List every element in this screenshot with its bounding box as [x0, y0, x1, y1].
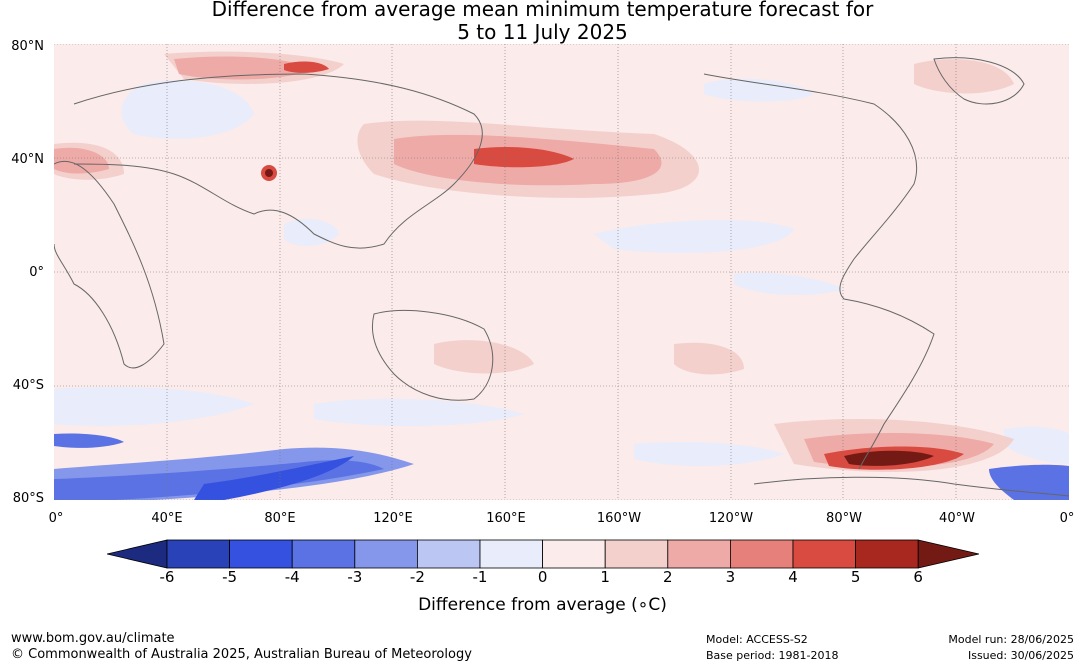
colorbar-tick-label: 6 [913, 568, 923, 586]
lat-label-80n: 80°N [11, 39, 44, 54]
footer-website: www.bom.gov.au/climate [11, 631, 175, 646]
map-title-line1: Difference from average mean minimum tem… [211, 0, 874, 21]
colorbar-tick-label: -1 [472, 568, 488, 586]
anomaly-blue-band [54, 433, 1069, 500]
colorbar-swatch [855, 539, 919, 569]
colorbar-tick-label: 0 [537, 568, 548, 586]
colorbar-tick-label: 2 [663, 568, 673, 586]
lat-label-80s: 80°S [12, 491, 44, 506]
footer-issued: Issued: 30/06/2025 [967, 649, 1074, 662]
lat-label-40s: 40°S [12, 378, 44, 393]
colorbar-swatch [229, 539, 293, 569]
lat-label-0: 0° [29, 265, 44, 280]
colorbar-tick-label: 1 [600, 568, 610, 586]
colorbar-tick-label: 3 [725, 568, 736, 586]
map-title-line2: 5 to 11 July 2025 [457, 20, 628, 44]
anomaly-map [54, 44, 1069, 500]
lon-label-160w: 160°W [596, 511, 642, 526]
colorbar-swatch [291, 539, 356, 569]
colorbar-swatch [730, 539, 794, 569]
footer-base-period: Base period: 1981-2018 [706, 649, 839, 662]
lon-label-160e: 160°E [486, 511, 526, 526]
colorbar-swatch [542, 539, 606, 569]
colorbar-tick-label: 4 [788, 568, 798, 586]
graticule [54, 44, 1069, 500]
colorbar-tick-label: -4 [284, 568, 300, 586]
footer-copyright: © Commonwealth of Australia 2025, Austra… [11, 647, 472, 662]
lon-label-0-east: 0° [1059, 511, 1075, 526]
lon-label-0-west: 0° [48, 511, 64, 526]
colorbar-tick-label: -2 [409, 568, 425, 586]
footer-model: Model: ACCESS-S2 [706, 633, 808, 646]
colorbar-swatch [667, 539, 731, 569]
lon-label-40e: 40°E [151, 511, 183, 526]
colorbar-swatch [416, 539, 481, 569]
colorbar-tick-label: -3 [347, 568, 363, 586]
lon-label-80e: 80°E [264, 511, 296, 526]
lon-label-40w: 40°W [939, 511, 975, 526]
colorbar-swatch [604, 539, 669, 569]
coastlines [54, 57, 1069, 497]
anomaly-light-blue [54, 78, 1069, 466]
colorbar-tick-label: -6 [159, 568, 175, 586]
lat-label-40n: 40°N [11, 152, 44, 167]
lon-label-80w: 80°W [826, 511, 862, 526]
colorbar-arrow-high [917, 539, 979, 569]
colorbar-tick-label: -5 [222, 568, 238, 586]
colorbar [107, 539, 979, 569]
footer-model-run: Model run: 28/06/2025 [948, 633, 1074, 646]
colorbar-swatch [792, 539, 856, 569]
anomaly-dark-red [265, 169, 934, 466]
colorbar-swatch [354, 539, 418, 569]
colorbar-label: Difference from average (∘C) [418, 595, 667, 615]
colorbar-arrow-low [107, 539, 168, 569]
lon-label-120e: 120°E [373, 511, 413, 526]
colorbar-tick-label: 5 [850, 568, 861, 586]
lon-label-120w: 120°W [708, 511, 754, 526]
colorbar-swatch [479, 539, 543, 569]
colorbar-swatch [166, 539, 230, 569]
